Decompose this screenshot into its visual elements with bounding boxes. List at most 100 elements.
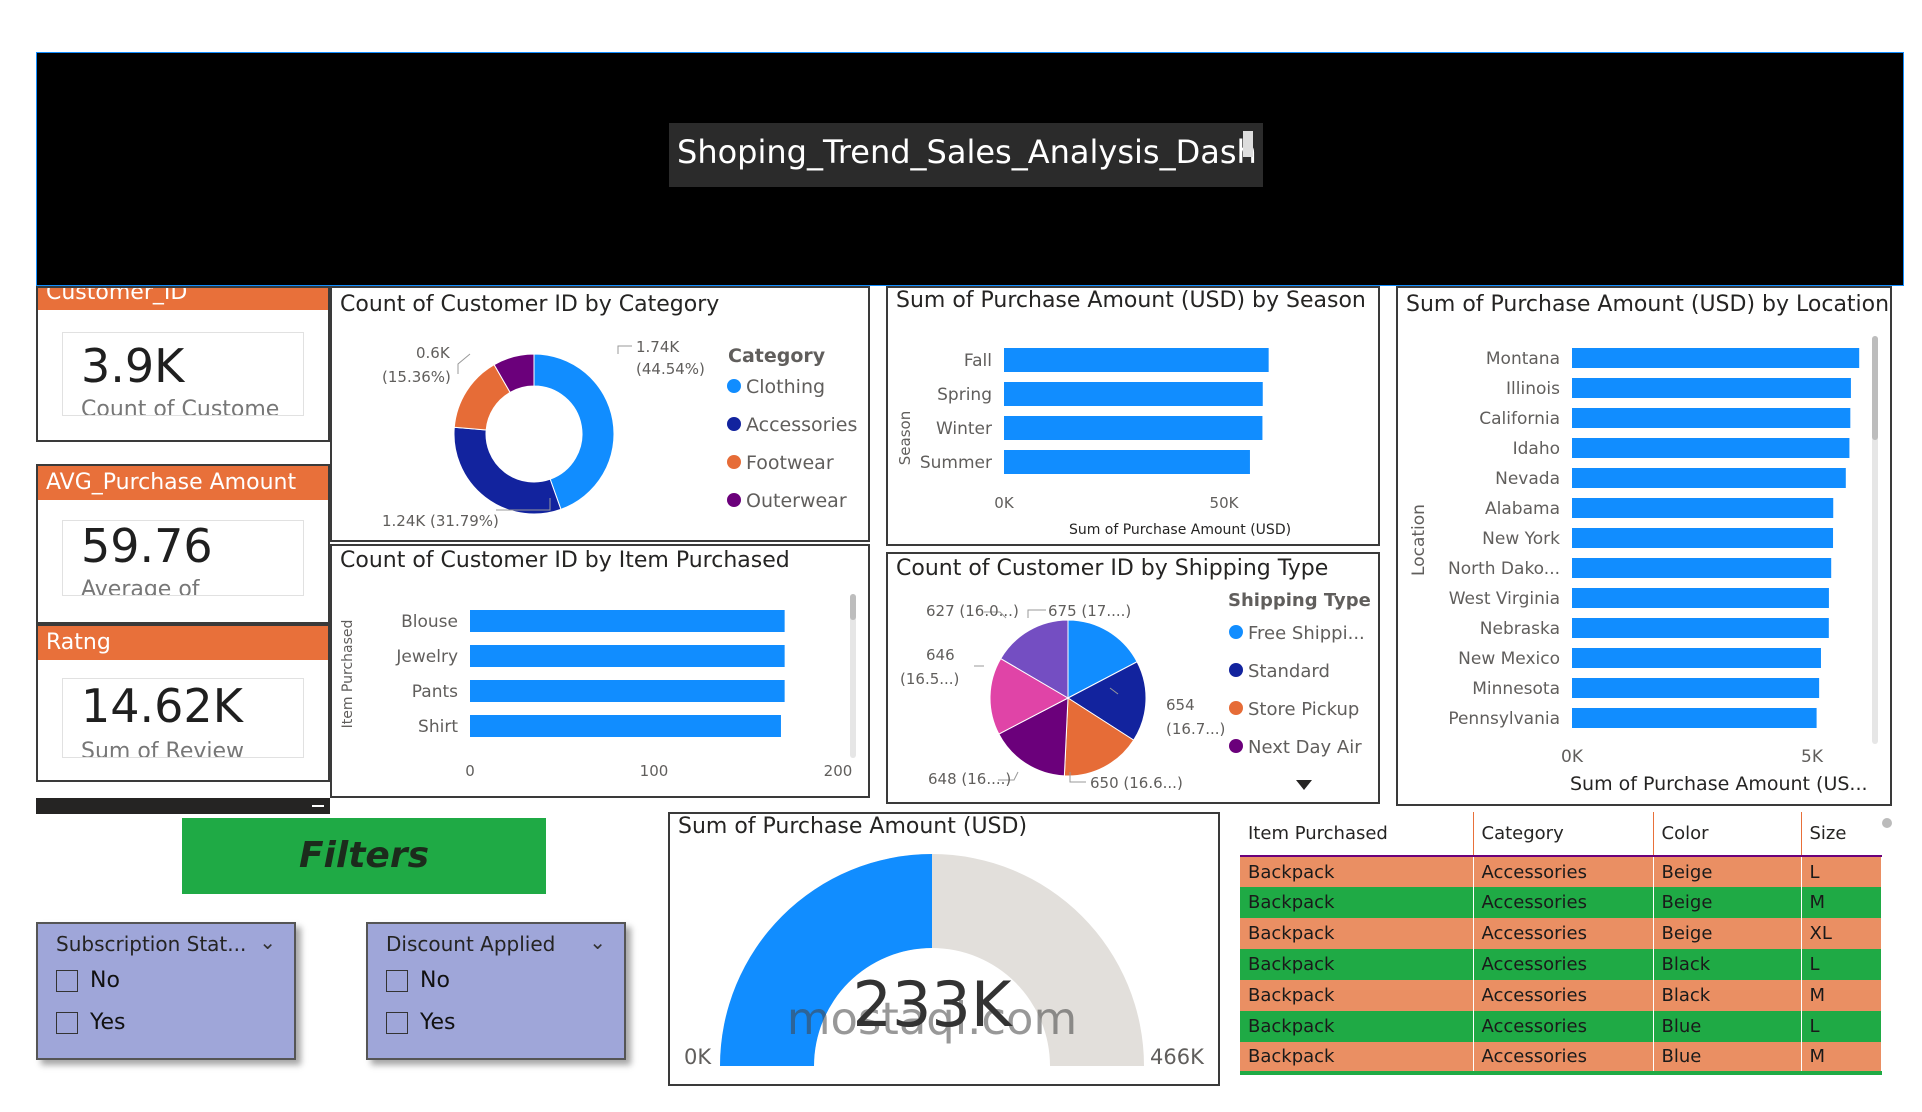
bar-montana[interactable] [1572, 348, 1860, 368]
table-row[interactable]: Backpack Accessories Beige L [1240, 856, 1882, 887]
category-label-winter: Winter [936, 419, 992, 439]
table-cell: Backpack [1240, 949, 1474, 980]
bar-new-mexico[interactable] [1572, 648, 1821, 668]
location-bar-card[interactable]: Sum of Purchase Amount (USD) by Location… [1396, 286, 1892, 806]
item-scrollbar-thumb[interactable] [850, 594, 856, 620]
slice-clothing[interactable] [533, 353, 615, 510]
table-cell: Blue [1653, 1042, 1802, 1073]
banner-title-box[interactable]: Shoping_Trend_Sales_Analysis_Dash [669, 123, 1263, 187]
bar-nevada[interactable] [1572, 468, 1846, 488]
discount-applied-slicer[interactable]: Discount Applied ⌄ No Yes [366, 922, 626, 1060]
bar-north-dako[interactable] [1572, 558, 1832, 578]
slice-free-shipping[interactable] [1067, 619, 1138, 699]
column-header-category[interactable]: Category [1473, 812, 1654, 856]
slice-2-day-shipping[interactable] [989, 657, 1070, 735]
subscription-status-slicer[interactable]: Subscription Stat... ⌄ No Yes [36, 922, 296, 1060]
location-bar-svg: Montana Illinois California Idaho Nevada Alab… [1409, 336, 1878, 795]
table-row[interactable]: Backpack Accessories Beige M [1240, 887, 1882, 918]
bar-nebraska[interactable] [1572, 618, 1829, 638]
column-header-item[interactable]: Item Purchased [1240, 812, 1474, 856]
bar-new-york[interactable] [1572, 528, 1834, 548]
category-label-spring: Spring [937, 385, 992, 405]
category-label-pants: Pants [412, 682, 458, 702]
subscription-option-yes[interactable]: Yes [56, 1010, 126, 1035]
slice-next-day-air[interactable] [998, 697, 1069, 777]
legend-next-day-air[interactable]: Next Day Air [1248, 737, 1362, 758]
discount-option-no[interactable]: No [386, 968, 450, 993]
bar-pants[interactable] [470, 680, 785, 702]
bar-minnesota[interactable] [1572, 678, 1820, 698]
bar-shirt[interactable] [470, 715, 781, 737]
chevron-down-icon[interactable]: ⌄ [259, 930, 276, 954]
scrollbar-handle-icon[interactable] [1882, 818, 1892, 828]
bar-winter[interactable] [1004, 416, 1263, 440]
checkbox-icon[interactable] [56, 969, 78, 992]
bar-alabama[interactable] [1572, 498, 1834, 518]
bar-idaho[interactable] [1572, 438, 1850, 458]
slice-accessories[interactable] [453, 426, 562, 515]
bar-pennsylvania[interactable] [1572, 708, 1817, 728]
chevron-down-icon[interactable]: ⌄ [589, 930, 606, 954]
legend-outerwear[interactable]: Outerwear [746, 490, 847, 512]
table-cell: M [1801, 1042, 1882, 1073]
checkbox-icon[interactable] [56, 1011, 78, 1034]
kpi-card-customer[interactable]: Customer_ID 3.9K Count of Custome [36, 286, 330, 442]
season-chart-title: Sum of Purchase Amount (USD) by Season [896, 288, 1366, 313]
discount-option-yes[interactable]: Yes [386, 1010, 456, 1035]
category-label-montana: Montana [1486, 349, 1560, 369]
item-bar-card[interactable]: Count of Customer ID by Item Purchased B… [330, 544, 870, 798]
slice-standard[interactable] [1067, 661, 1147, 741]
category-donut-card[interactable]: Count of Customer ID by Category 0.6K (1… [330, 286, 870, 542]
category-label-nevada: Nevada [1495, 469, 1560, 489]
gauge-min-label: 0K [684, 1045, 712, 1069]
hidden-visual-bar[interactable] [36, 798, 330, 814]
kpi-card-rating[interactable]: Ratng 14.62K Sum of Review [36, 624, 330, 782]
bar-fall[interactable] [1004, 348, 1269, 372]
legend-clothing[interactable]: Clothing [746, 376, 825, 398]
table-cell: L [1801, 1011, 1882, 1042]
legend-free-shipping[interactable]: Free Shippi... [1248, 623, 1365, 644]
item-scrollbar-track[interactable] [850, 594, 856, 758]
bar-west-virginia[interactable] [1572, 588, 1829, 608]
bar-blouse[interactable] [470, 610, 785, 632]
slice-store-pickup[interactable] [1063, 697, 1135, 777]
slice-express[interactable] [1000, 619, 1069, 699]
bar-illinois[interactable] [1572, 378, 1851, 398]
kpi-value-customer: 3.9K [81, 339, 185, 393]
column-header-color[interactable]: Color [1653, 812, 1802, 856]
bar-spring[interactable] [1004, 382, 1263, 406]
kpi-card-avg-purchase[interactable]: AVG_Purchase Amount 59.76 Average of [36, 464, 330, 624]
item-table-container[interactable]: Item Purchased Category Color Size Backp… [1240, 812, 1894, 1082]
subscription-option-no[interactable]: No [56, 968, 120, 993]
bar-summer[interactable] [1004, 450, 1250, 474]
table-row[interactable]: Backpack Accessories Blue M [1240, 1042, 1882, 1073]
legend-standard[interactable]: Standard [1248, 661, 1330, 682]
category-label-minnesota: Minnesota [1472, 679, 1560, 699]
table-row[interactable]: Backpack Accessories Beige XL [1240, 918, 1882, 949]
legend-scroll-down-icon[interactable] [1296, 780, 1312, 790]
location-scrollbar-thumb[interactable] [1872, 336, 1878, 440]
gauge-card[interactable]: Sum of Purchase Amount (USD) mostaql.com… [668, 812, 1220, 1086]
slice-outerwear[interactable] [493, 353, 535, 394]
clothing-pct-label: (44.54%) [636, 360, 705, 378]
shipping-pie-card[interactable]: Count of Customer ID by Shipping Type 62… [886, 552, 1380, 804]
minimize-icon[interactable] [312, 805, 324, 807]
legend-store-pickup[interactable]: Store Pickup [1248, 699, 1359, 720]
checkbox-icon[interactable] [386, 1011, 408, 1034]
table-cell: Black [1653, 949, 1802, 980]
bar-california[interactable] [1572, 408, 1851, 428]
bar-jewelry[interactable] [470, 645, 785, 667]
ship-label-646b: (16.5...) [900, 670, 959, 688]
table-row[interactable]: Backpack Accessories Black M [1240, 980, 1882, 1011]
table-row[interactable]: Backpack Accessories Black L [1240, 949, 1882, 980]
text-cursor [1243, 131, 1253, 157]
season-bar-card[interactable]: Sum of Purchase Amount (USD) by Season F… [886, 286, 1380, 546]
checkbox-icon[interactable] [386, 969, 408, 992]
table-row[interactable]: Backpack Accessories Blue L [1240, 1011, 1882, 1042]
column-header-size[interactable]: Size [1801, 812, 1882, 856]
legend-accessories[interactable]: Accessories [746, 414, 857, 436]
legend-footwear[interactable]: Footwear [746, 452, 834, 474]
season-bar-svg: Fall Spring Winter Summer Season 0K 50K Sum… [896, 348, 1291, 538]
gauge-title: Sum of Purchase Amount (USD) [678, 814, 1028, 839]
category-label-west-virginia: West Virginia [1449, 589, 1560, 609]
